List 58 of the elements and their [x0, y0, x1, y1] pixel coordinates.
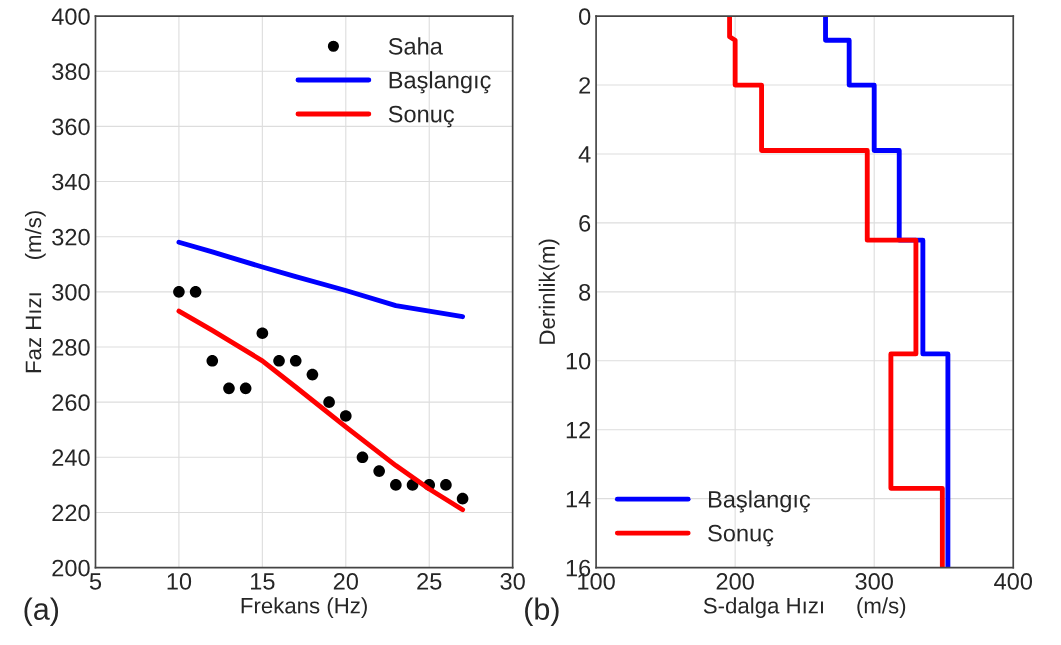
text: (b)	[525, 597, 559, 626]
y-tick-label: 240	[52, 449, 90, 467]
point	[289, 354, 302, 367]
point	[239, 382, 252, 395]
x-tick-label: 30	[500, 573, 525, 590]
y-tick-label: 320	[52, 228, 90, 246]
point	[256, 327, 269, 340]
legend-label: Saha	[388, 37, 443, 55]
point	[456, 492, 469, 505]
y-tick-label: 360	[52, 118, 90, 136]
point	[189, 286, 202, 298]
point	[323, 396, 335, 408]
y-tick-label: 300	[52, 283, 90, 301]
y-tick-label: 0	[579, 8, 591, 25]
legend-label: Sonuç	[388, 105, 455, 128]
point	[273, 354, 285, 367]
y-tick-label: 280	[52, 339, 90, 356]
x-tick-label: 300	[855, 573, 893, 590]
y-tick-label: 2	[579, 77, 591, 94]
y-tick-label: 200	[52, 559, 90, 577]
y-tick-label: 10	[566, 352, 591, 370]
y-tick-label: 12	[566, 421, 591, 439]
text: (a)	[24, 597, 59, 626]
line-series	[176, 239, 466, 320]
point	[390, 479, 402, 491]
y-axis-title: Derinlik(m)	[538, 239, 560, 344]
point	[306, 368, 319, 381]
y-tick-label: 6	[579, 215, 591, 232]
x-tick-label: 15	[251, 573, 275, 590]
x-tick-label: 25	[417, 573, 442, 590]
legend-label: Başlangıç	[389, 71, 491, 94]
x-tick-label: 400	[994, 573, 1033, 590]
x-axis-title: S-dalga Hızı (m/s)	[703, 597, 906, 618]
x-tick-label: 200	[716, 573, 754, 590]
y-tick-label: 340	[52, 173, 90, 191]
point	[173, 286, 185, 298]
legend-label: Sonuç	[708, 524, 774, 547]
y-tick-label: 220	[52, 504, 90, 522]
x-tick-label: 20	[333, 573, 358, 590]
point	[206, 354, 219, 367]
y-tick-label: 8	[579, 283, 591, 301]
y-tick-label: 380	[52, 63, 90, 81]
point	[223, 382, 235, 395]
legend-label: Başlangıç	[709, 490, 811, 513]
point	[440, 479, 452, 491]
line-series	[176, 308, 466, 513]
y-tick-label: 4	[578, 146, 591, 163]
y-tick-label: 400	[51, 8, 90, 25]
x-axis-title: Frekans (Hz)	[241, 597, 367, 618]
point	[339, 410, 352, 422]
x-tick-label: 5	[89, 573, 102, 590]
point	[373, 465, 385, 477]
x-tick-label: 10	[167, 573, 192, 590]
point	[356, 451, 369, 464]
line-series	[823, 16, 951, 568]
y-tick-label: 260	[52, 394, 90, 411]
y-axis-title: Faz Hızı (m/s)	[24, 211, 46, 373]
y-tick-label: 14	[566, 490, 591, 508]
